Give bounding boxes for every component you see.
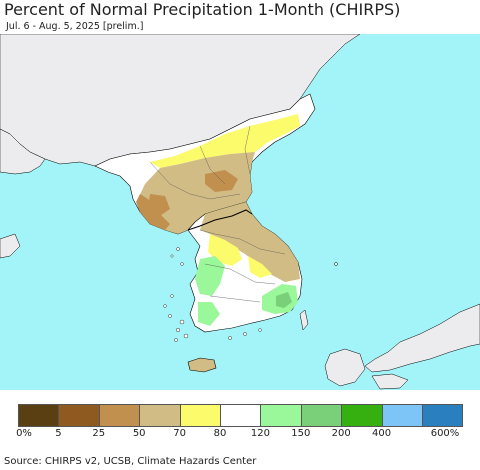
province-borders: [149, 125, 286, 303]
southwest-islands: [163, 294, 262, 342]
date-range-subtitle: Jul. 6 - Aug. 5, 2025 [prelim.]: [6, 21, 144, 32]
precipitation-map: [0, 34, 480, 390]
brown-coastal-patch: [136, 194, 170, 230]
legend-swatch: [422, 404, 464, 427]
dmz-border: [187, 209, 253, 231]
legend-tick-label: 0%: [16, 428, 32, 439]
tan-region-south: [200, 202, 300, 282]
jeju-island: [187, 357, 217, 373]
color-legend: 0% 5 25 50 70 80 120 150 200 400 600%: [0, 402, 480, 440]
legend-tick-label: 600%: [430, 428, 460, 439]
data-source-credit: Source: CHIRPS v2, UCSB, Climate Hazards…: [4, 456, 257, 467]
shandong-coast: [0, 233, 21, 259]
map-title: Percent of Normal Precipitation 1-Month …: [4, 0, 401, 19]
green-region-darker: [276, 292, 292, 308]
legend-swatch: [179, 404, 221, 427]
yellow-patch-south-2: [248, 256, 272, 278]
yellow-band-north: [150, 114, 300, 168]
legend-swatch: [300, 404, 343, 427]
legend-tick-label: 150: [291, 428, 311, 439]
legend-swatch: [139, 404, 181, 427]
west-coast-islands: [170, 247, 184, 266]
legend-swatch: [220, 404, 262, 427]
legend-tick-label: 50: [132, 428, 146, 439]
legend-swatch: [98, 404, 141, 427]
ulleung-island: [334, 262, 338, 266]
legend-swatch: [18, 404, 60, 427]
tsushima-island: [299, 309, 309, 331]
green-region-southwest: [198, 302, 220, 326]
japan-honshu: [364, 303, 480, 373]
legend-swatch: [381, 404, 423, 427]
japan-kyushu: [324, 348, 366, 387]
legend-swatch: [260, 404, 302, 427]
legend-tick-label: 70: [173, 428, 186, 439]
legend-tick-label: 120: [250, 428, 270, 439]
legend-swatch: [341, 404, 383, 427]
legend-tick-label: 25: [92, 428, 106, 439]
japan-shikoku: [371, 373, 409, 390]
legend-swatch: [58, 404, 100, 427]
green-region-west: [195, 256, 225, 296]
liaodong-peninsula: [0, 128, 46, 175]
legend-tick-label: 200: [331, 428, 351, 439]
brown-patch-1: [205, 170, 238, 192]
legend-tick-label: 80: [213, 428, 227, 439]
legend-tick-label: 400: [372, 428, 392, 439]
legend-tick-label: 5: [55, 428, 62, 439]
